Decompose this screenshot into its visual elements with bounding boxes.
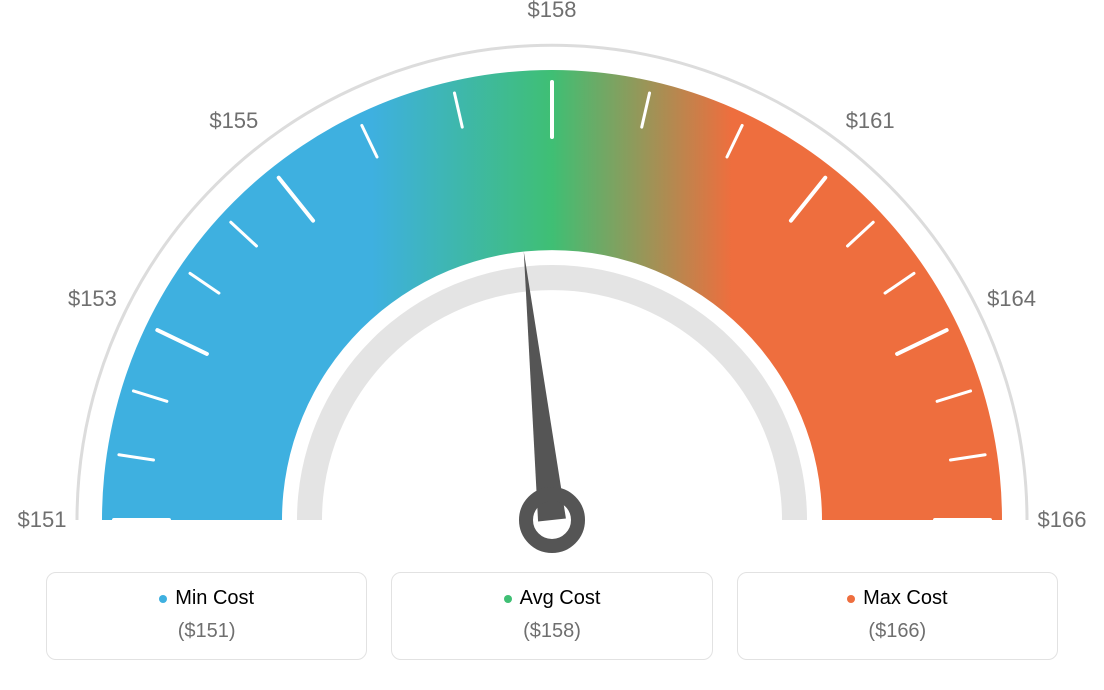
tick-label: $155 [209,108,258,134]
legend-avg-title: Avg Cost [504,587,601,610]
legend-avg-card: Avg Cost ($158) [391,572,712,660]
legend-max-card: Max Cost ($166) [737,572,1058,660]
dot-icon [847,595,855,603]
gauge: $151 $153 $155 $158 $161 $164 $166 [0,0,1104,560]
tick-label: $153 [68,286,117,312]
legend-max-label: Max Cost [863,587,947,610]
tick-label: $158 [528,0,577,23]
legend-max-value: ($166) [748,620,1047,643]
chart-container: $151 $153 $155 $158 $161 $164 $166 Min Cost ($… [0,0,1104,690]
legend-min-card: Min Cost ($151) [46,572,367,660]
legend-avg-label: Avg Cost [520,587,601,610]
tick-label: $161 [846,108,895,134]
legend-max-title: Max Cost [847,587,947,610]
legend-row: Min Cost ($151) Avg Cost ($158) Max Cost… [46,572,1058,660]
dot-icon [504,595,512,603]
dot-icon [159,595,167,603]
tick-label: $164 [987,286,1036,312]
gauge-svg [0,0,1104,560]
legend-min-title: Min Cost [159,587,254,610]
legend-avg-value: ($158) [402,620,701,643]
legend-min-label: Min Cost [175,587,254,610]
legend-min-value: ($151) [57,620,356,643]
gauge-needle [524,251,566,521]
tick-label: $151 [18,507,67,533]
tick-label: $166 [1038,507,1087,533]
